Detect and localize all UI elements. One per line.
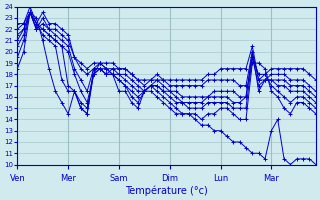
- X-axis label: Température (°c): Température (°c): [125, 185, 208, 196]
